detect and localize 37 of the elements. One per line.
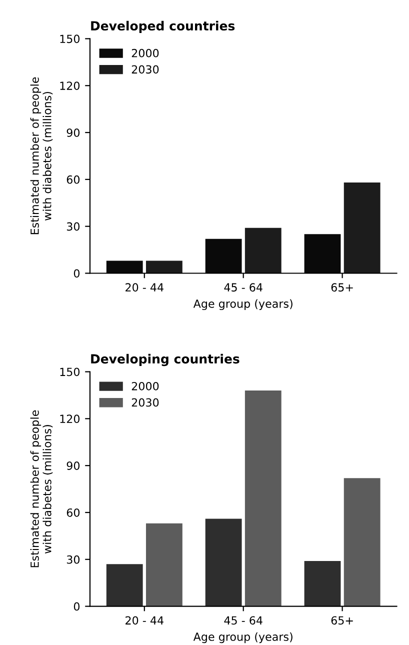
legend-label: 2030 <box>132 398 159 407</box>
y-tick-label: 30 <box>66 222 80 231</box>
bar <box>146 523 182 606</box>
x-axis-title: Age group (years) <box>193 299 292 310</box>
legend-label: 2000 <box>132 382 159 390</box>
x-tick-label: 65+ <box>331 283 353 292</box>
bar <box>146 260 182 274</box>
x-axis-title: Age group (years) <box>193 632 292 644</box>
y-tick-label: 0 <box>74 602 80 611</box>
x-tick-label: 65+ <box>331 616 353 625</box>
y-tick-label: 90 <box>66 462 80 470</box>
y-tick-label: 150 <box>60 368 80 376</box>
bar <box>244 390 282 606</box>
legend-label: 2030 <box>132 65 159 74</box>
x-tick-label: 20 - 44 <box>126 283 164 292</box>
x-tick-label: 45 - 64 <box>224 616 262 625</box>
y-tick-label: 120 <box>60 414 80 424</box>
bar <box>344 182 380 274</box>
y-axis-title: Estimated number of people with diabetes (millions) <box>30 77 53 234</box>
y-tick-label: 60 <box>66 508 80 517</box>
legend-label: 2000 <box>132 48 159 58</box>
y-axis-title: Estimated number of people with diabetes (millions) <box>30 410 53 568</box>
y-tick-label: 60 <box>66 175 80 184</box>
y-tick-label: 90 <box>66 128 80 137</box>
bar <box>106 564 143 606</box>
chart-title: Developing countries <box>91 354 240 366</box>
y-tick-label: 30 <box>66 555 80 564</box>
bar <box>205 518 242 606</box>
x-tick-label: 45 - 64 <box>224 283 262 292</box>
bar <box>244 228 282 274</box>
x-tick-label: 20 - 44 <box>126 616 164 625</box>
y-tick-label: 150 <box>60 34 80 44</box>
y-tick-label: 120 <box>60 82 80 90</box>
bar <box>304 560 341 606</box>
bar <box>344 478 380 606</box>
y-tick-label: 0 <box>74 269 80 278</box>
chart-title: Developed countries <box>91 20 235 33</box>
